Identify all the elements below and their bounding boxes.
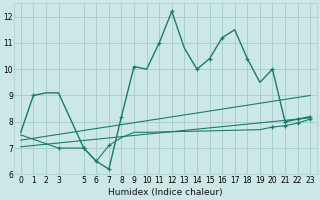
- X-axis label: Humidex (Indice chaleur): Humidex (Indice chaleur): [108, 188, 223, 197]
